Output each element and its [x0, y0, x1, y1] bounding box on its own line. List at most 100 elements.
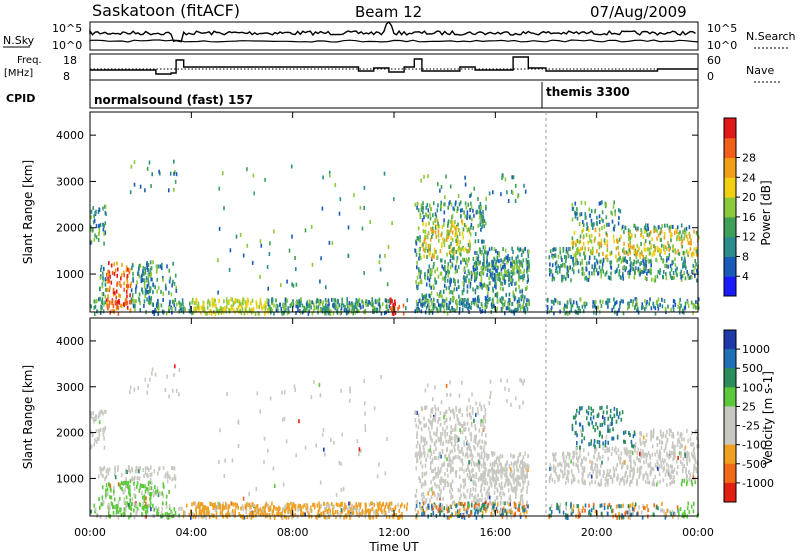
data-cell	[452, 411, 455, 416]
data-cell	[442, 290, 445, 294]
data-cell	[446, 237, 448, 242]
data-cell	[389, 297, 391, 302]
data-cell	[130, 288, 133, 293]
data-cell	[559, 246, 561, 251]
data-cell	[606, 222, 608, 227]
data-cell	[397, 306, 399, 311]
data-cell	[504, 464, 507, 468]
colorbar-segment	[724, 157, 736, 178]
data-cell	[499, 298, 502, 303]
data-cell	[605, 231, 608, 236]
data-cell	[657, 303, 659, 308]
data-cell	[485, 491, 488, 496]
data-cell	[637, 307, 639, 312]
data-cell	[463, 515, 466, 520]
data-cell	[435, 407, 437, 412]
data-cell	[630, 261, 632, 266]
data-cell	[426, 272, 429, 277]
data-cell	[423, 215, 425, 220]
data-cell	[679, 297, 681, 302]
data-cell	[598, 220, 601, 224]
data-cell	[575, 254, 577, 259]
data-cell	[476, 266, 479, 271]
data-cell	[427, 504, 429, 508]
data-cell	[584, 503, 587, 508]
data-cell	[275, 298, 277, 303]
data-cell	[139, 301, 141, 306]
data-cell	[115, 510, 118, 515]
data-cell	[650, 268, 652, 273]
data-cell	[687, 273, 690, 278]
data-cell	[461, 467, 463, 472]
data-cell	[605, 255, 607, 260]
data-cell	[462, 504, 465, 509]
data-cell	[169, 276, 172, 281]
data-cell	[436, 208, 439, 213]
data-cell	[333, 512, 335, 517]
data-cell	[504, 508, 507, 513]
data-cell	[523, 508, 526, 512]
data-cell	[476, 251, 478, 255]
data-cell	[480, 280, 483, 285]
data-cell	[518, 270, 520, 275]
data-cell	[437, 469, 440, 474]
data-cell	[677, 231, 680, 236]
data-cell	[435, 439, 437, 444]
data-cell	[451, 449, 453, 454]
data-cell	[294, 256, 296, 260]
data-cell	[634, 233, 637, 238]
data-cell	[494, 478, 497, 483]
data-cell	[437, 407, 440, 412]
data-cell	[175, 285, 177, 290]
data-cell	[572, 504, 575, 509]
data-cell	[588, 271, 591, 276]
data-cell	[144, 489, 147, 494]
data-cell	[528, 249, 530, 254]
data-cell	[519, 260, 522, 265]
data-cell	[514, 199, 517, 203]
data-cell	[519, 512, 522, 517]
data-cell	[630, 265, 632, 270]
data-cell	[430, 227, 432, 231]
data-cell	[434, 251, 436, 256]
data-cell	[524, 246, 526, 251]
data-cell	[521, 493, 523, 498]
data-cell	[93, 237, 96, 242]
data-cell	[618, 304, 621, 309]
data-cell	[448, 290, 451, 295]
data-cell	[103, 267, 105, 271]
data-cell	[565, 515, 567, 520]
data-cell	[118, 300, 121, 305]
data-cell	[427, 491, 429, 496]
data-cell	[445, 439, 447, 444]
data-cell	[427, 448, 430, 453]
data-cell	[481, 478, 484, 482]
data-cell	[429, 203, 431, 208]
data-cell	[415, 488, 418, 493]
data-cell	[480, 455, 483, 460]
data-cell	[559, 269, 561, 274]
data-cell	[492, 513, 494, 518]
data-cell	[118, 293, 120, 298]
data-cell	[566, 451, 569, 456]
data-cell	[243, 311, 246, 316]
data-cell	[126, 279, 129, 284]
data-cell	[419, 453, 421, 458]
data-cell	[683, 306, 686, 311]
data-cell	[157, 506, 160, 511]
data-cell	[476, 271, 479, 276]
data-cell	[506, 190, 508, 195]
data-cell	[623, 241, 625, 246]
data-cell	[575, 239, 578, 244]
data-cell	[452, 277, 455, 282]
data-cell	[425, 405, 428, 410]
data-cell	[566, 300, 569, 305]
data-cell	[125, 477, 127, 482]
data-cell	[437, 492, 439, 497]
data-cell	[652, 478, 655, 483]
data-cell	[415, 280, 417, 285]
data-cell	[622, 476, 624, 481]
data-cell	[122, 270, 125, 275]
data-cell	[523, 299, 525, 304]
data-cell	[525, 258, 528, 262]
